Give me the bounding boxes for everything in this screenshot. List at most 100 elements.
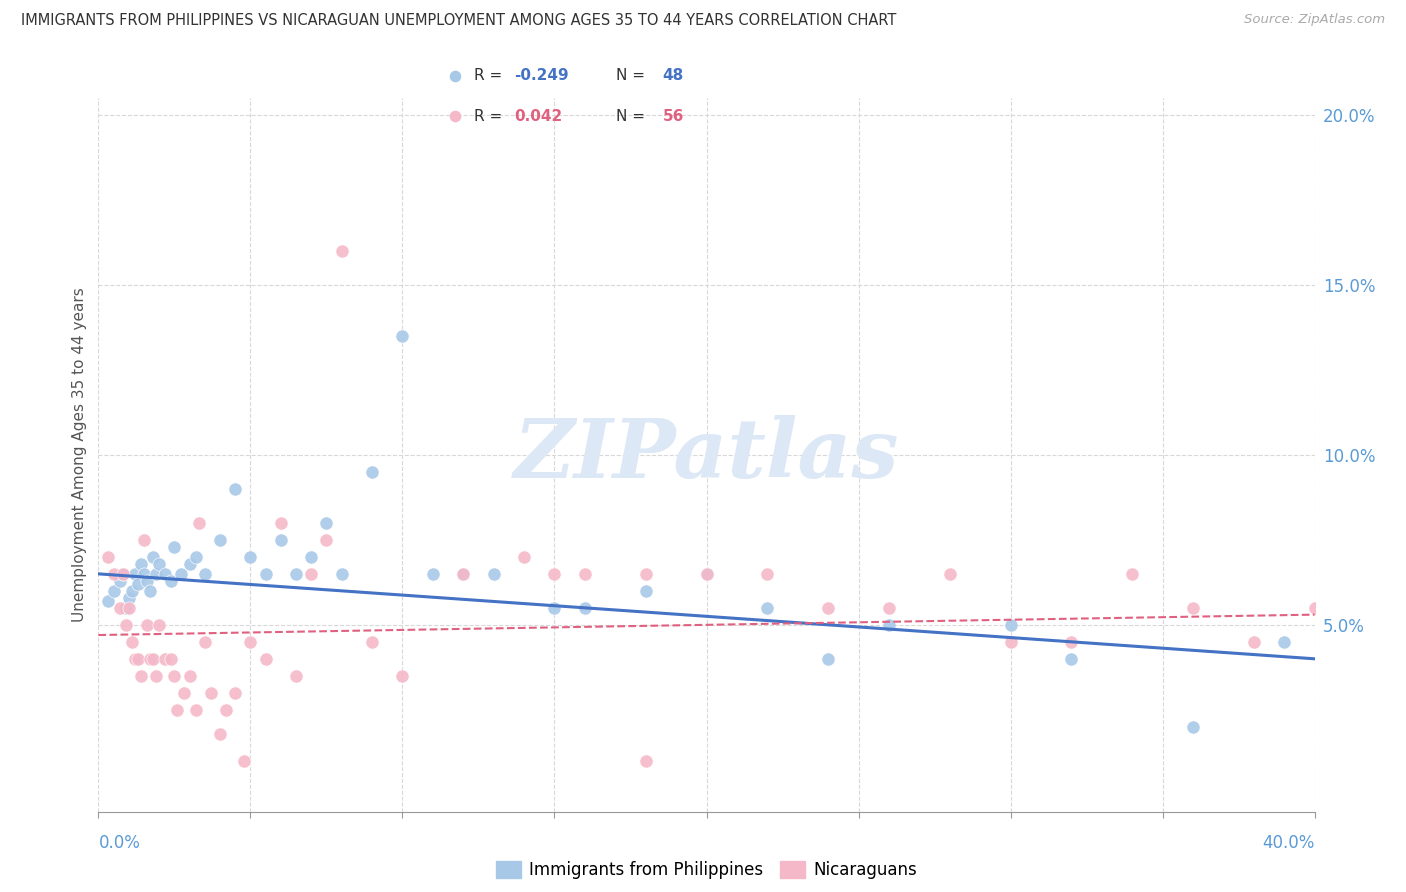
Point [1182, 600, 1205, 615]
Point [285, 566, 308, 581]
Legend: Immigrants from Philippines, Nicaraguans: Immigrants from Philippines, Nicaraguans [489, 854, 924, 886]
Point [939, 566, 962, 581]
Point [187, 516, 209, 530]
Text: 56: 56 [662, 109, 683, 124]
Text: 0.0%: 0.0% [98, 834, 141, 852]
Point [173, 686, 195, 700]
Point [139, 583, 162, 598]
Point [330, 244, 353, 258]
Point [817, 600, 839, 615]
Point [148, 617, 170, 632]
Text: N =: N = [616, 109, 650, 124]
Point [254, 652, 277, 666]
Point [111, 566, 134, 581]
Point [299, 549, 322, 564]
Point [184, 703, 207, 717]
Point [184, 549, 207, 564]
Point [124, 566, 146, 581]
Point [139, 652, 162, 666]
Point [145, 566, 167, 581]
Point [145, 669, 167, 683]
Point [127, 577, 149, 591]
Point [1272, 635, 1295, 649]
Point [543, 566, 565, 581]
Point [155, 566, 177, 581]
Point [330, 566, 353, 581]
Point [361, 465, 384, 479]
Point [1060, 635, 1083, 649]
Point [482, 566, 505, 581]
Point [111, 566, 134, 581]
Point [96, 549, 118, 564]
Point [118, 591, 141, 605]
Point [1182, 720, 1205, 734]
Point [155, 652, 177, 666]
Point [160, 652, 183, 666]
Point [444, 69, 467, 83]
Point [817, 652, 839, 666]
Point [299, 566, 322, 581]
Point [453, 566, 475, 581]
Point [142, 549, 165, 564]
Point [1000, 617, 1022, 632]
Point [163, 669, 186, 683]
Point [1121, 566, 1143, 581]
Point [543, 600, 565, 615]
Point [444, 109, 467, 123]
Point [160, 574, 183, 588]
Y-axis label: Unemployment Among Ages 35 to 44 years: Unemployment Among Ages 35 to 44 years [72, 287, 87, 623]
Point [1060, 652, 1083, 666]
Point [315, 533, 337, 547]
Point [179, 669, 201, 683]
Point [1000, 635, 1022, 649]
Point [756, 600, 779, 615]
Point [142, 652, 165, 666]
Point [877, 600, 900, 615]
Point [574, 566, 596, 581]
Point [233, 754, 256, 768]
Point [103, 583, 125, 598]
Point [224, 482, 246, 496]
Point [634, 583, 657, 598]
Point [391, 669, 413, 683]
Point [215, 703, 238, 717]
Point [163, 540, 186, 554]
Text: R =: R = [474, 109, 508, 124]
Point [194, 566, 217, 581]
Text: ZIPatlas: ZIPatlas [513, 415, 900, 495]
Point [114, 600, 136, 615]
Point [239, 635, 262, 649]
Point [121, 635, 143, 649]
Text: Source: ZipAtlas.com: Source: ZipAtlas.com [1244, 13, 1385, 27]
Point [136, 574, 159, 588]
Point [108, 574, 131, 588]
Point [1303, 600, 1326, 615]
Point [422, 566, 444, 581]
Point [634, 754, 657, 768]
Point [453, 566, 475, 581]
Point [124, 652, 146, 666]
Point [194, 635, 217, 649]
Point [224, 686, 246, 700]
Point [574, 600, 596, 615]
Point [239, 549, 262, 564]
Point [121, 583, 143, 598]
Point [118, 600, 141, 615]
Point [315, 516, 337, 530]
Text: IMMIGRANTS FROM PHILIPPINES VS NICARAGUAN UNEMPLOYMENT AMONG AGES 35 TO 44 YEARS: IMMIGRANTS FROM PHILIPPINES VS NICARAGUA… [21, 13, 897, 29]
Point [361, 635, 384, 649]
Point [96, 594, 118, 608]
Point [696, 566, 718, 581]
Text: -0.249: -0.249 [515, 68, 568, 83]
Point [136, 617, 159, 632]
Text: 48: 48 [662, 68, 683, 83]
Point [209, 533, 232, 547]
Text: N =: N = [616, 68, 650, 83]
Text: 40.0%: 40.0% [1263, 834, 1315, 852]
Point [756, 566, 779, 581]
Point [179, 557, 201, 571]
Point [127, 652, 149, 666]
Point [108, 600, 131, 615]
Point [169, 566, 191, 581]
Point [634, 566, 657, 581]
